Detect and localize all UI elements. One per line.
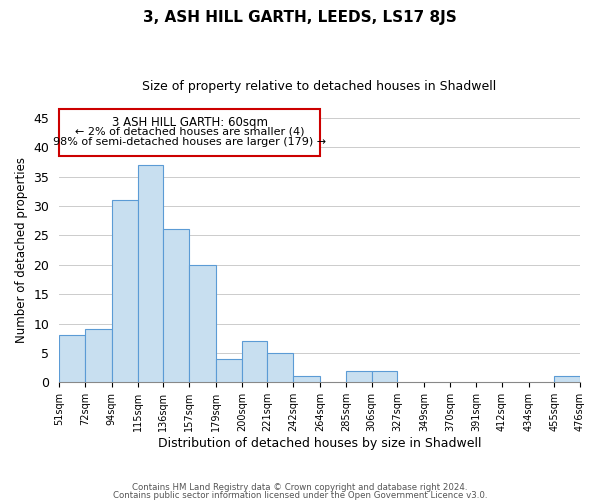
- Bar: [189, 265, 216, 382]
- X-axis label: Distribution of detached houses by size in Shadwell: Distribution of detached houses by size …: [158, 437, 481, 450]
- Text: 3 ASH HILL GARTH: 60sqm: 3 ASH HILL GARTH: 60sqm: [112, 116, 268, 129]
- Text: 98% of semi-detached houses are larger (179) →: 98% of semi-detached houses are larger (…: [53, 137, 326, 147]
- Bar: [216, 359, 242, 382]
- Bar: [137, 165, 163, 382]
- Bar: [59, 109, 320, 156]
- Bar: [242, 341, 268, 382]
- Bar: [163, 230, 189, 382]
- Bar: [371, 370, 397, 382]
- Bar: [346, 370, 371, 382]
- Text: 3, ASH HILL GARTH, LEEDS, LS17 8JS: 3, ASH HILL GARTH, LEEDS, LS17 8JS: [143, 10, 457, 25]
- Text: ← 2% of detached houses are smaller (4): ← 2% of detached houses are smaller (4): [75, 126, 304, 136]
- Y-axis label: Number of detached properties: Number of detached properties: [15, 157, 28, 343]
- Bar: [293, 376, 320, 382]
- Text: Contains public sector information licensed under the Open Government Licence v3: Contains public sector information licen…: [113, 490, 487, 500]
- Bar: [112, 200, 137, 382]
- Bar: [268, 353, 293, 382]
- Bar: [554, 376, 580, 382]
- Bar: [85, 330, 112, 382]
- Text: Contains HM Land Registry data © Crown copyright and database right 2024.: Contains HM Land Registry data © Crown c…: [132, 484, 468, 492]
- Title: Size of property relative to detached houses in Shadwell: Size of property relative to detached ho…: [142, 80, 497, 93]
- Bar: [59, 336, 85, 382]
